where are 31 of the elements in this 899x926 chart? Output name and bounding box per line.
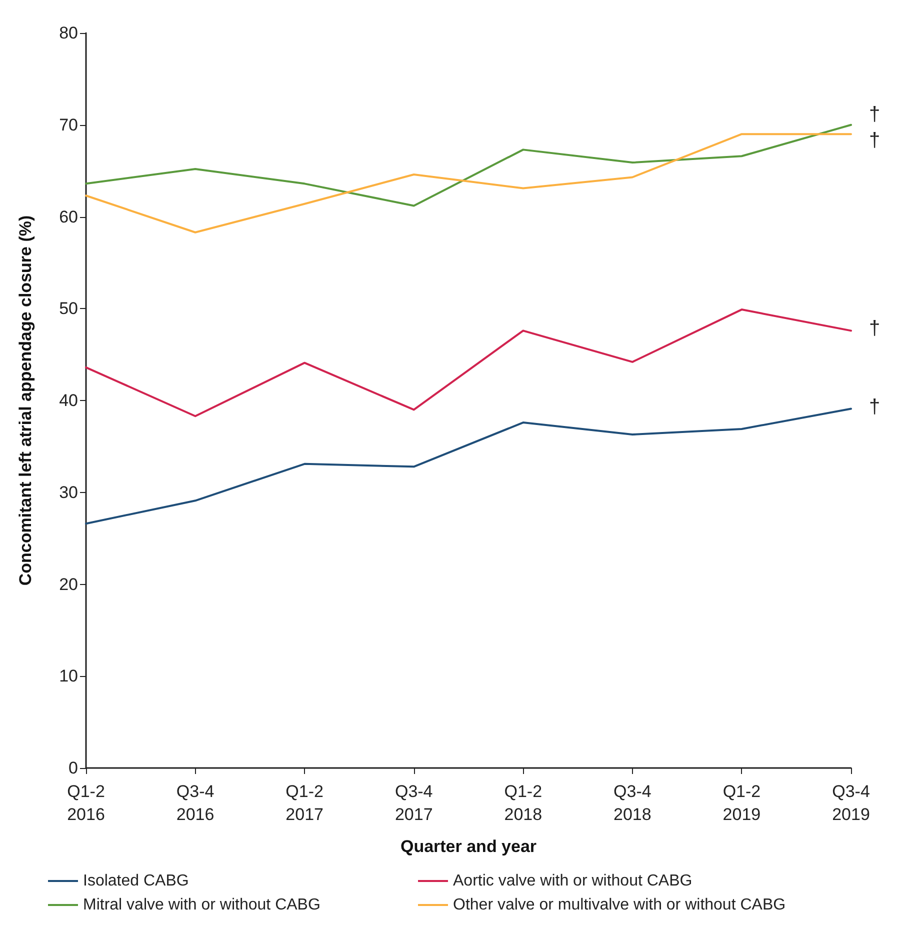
x-tick-label: Q3-4 2018: [614, 782, 652, 824]
y-tick-label: 80: [59, 24, 78, 42]
x-tick-label: Q3-4 2017: [394, 782, 433, 824]
annotation: †: [869, 129, 880, 152]
line-series: [85, 308, 852, 418]
legend-label: Mitral valve with or without CABG: [83, 896, 320, 914]
x-axis-title: Quarter and year: [400, 837, 537, 856]
line-series: [85, 124, 852, 207]
x-tick-label: Q1-2 2018: [504, 782, 542, 824]
x-tick-label: Q1-2 2016: [67, 782, 105, 824]
x-tick-label: Q1-2 2017: [286, 782, 324, 824]
y-tick-label: 40: [59, 391, 78, 410]
legend-label: Isolated CABG: [83, 872, 189, 890]
y-tick-label: 50: [59, 299, 78, 318]
x-tick-label: Q1-2 2019: [722, 782, 761, 824]
y-tick-label: 20: [59, 574, 78, 594]
annotation: †: [869, 396, 880, 418]
annotation: †: [869, 103, 880, 126]
line-series: [85, 408, 852, 525]
x-tick-label: Q3-4 2016: [176, 782, 214, 824]
line-series: [85, 133, 852, 234]
x-tick-label: Q3-4 2019: [832, 782, 870, 824]
y-tick-label: 70: [59, 115, 78, 134]
legend-label: Other valve or multivalve with or without CABG: [453, 896, 786, 914]
y-tick-label: 0: [68, 758, 78, 778]
y-tick-label: 10: [59, 666, 78, 686]
y-tick-label: 30: [59, 482, 78, 502]
legend-label: Aortic valve with or without CABG: [453, 872, 692, 890]
y-axis-title: Concomitant left atrial appendage closure (%): [16, 215, 35, 586]
y-tick-label: 60: [59, 207, 78, 226]
annotation: †: [869, 318, 880, 340]
